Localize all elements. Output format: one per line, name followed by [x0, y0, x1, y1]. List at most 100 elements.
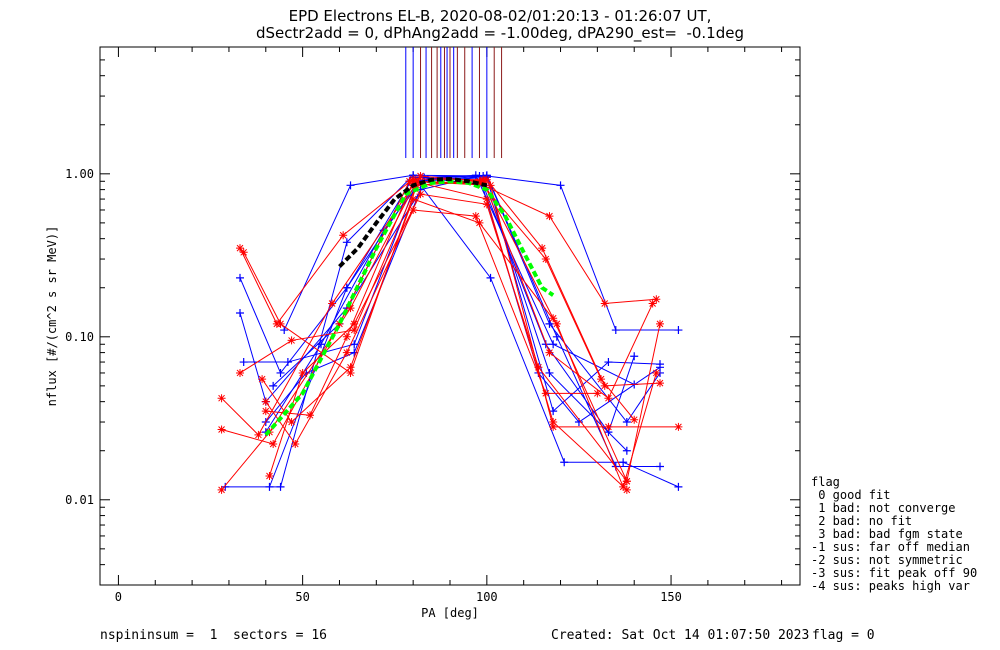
legend-item: 3 bad: bad fgm state — [811, 527, 963, 541]
data-point — [217, 485, 226, 494]
data-point — [328, 299, 337, 308]
data-point — [350, 340, 359, 349]
data-point — [350, 326, 359, 335]
x-tick-label: 50 — [295, 590, 309, 604]
data-point — [482, 200, 491, 209]
legend-item: -3 sus: fit peak off 90 — [811, 566, 978, 580]
x-tick-label: 100 — [476, 590, 498, 604]
data-point — [471, 212, 480, 221]
data-point — [409, 177, 418, 186]
data-point — [471, 171, 480, 180]
data-point — [239, 358, 248, 367]
data-point — [538, 244, 547, 253]
data-point — [342, 332, 351, 341]
data-point — [217, 425, 226, 434]
data-point — [269, 381, 278, 390]
data-point — [541, 255, 550, 264]
data-point — [335, 319, 344, 328]
data-point — [552, 319, 561, 328]
data-point — [486, 273, 495, 282]
y-axis-label: nflux [#/(cm^2 s sr MeV)] — [45, 226, 59, 407]
data-point — [630, 415, 639, 424]
data-point — [648, 299, 657, 308]
footer-left: nspininsum = 1 sectors = 16 — [100, 628, 327, 643]
data-point — [339, 231, 348, 240]
data-point — [656, 319, 664, 328]
series-line — [265, 176, 635, 434]
data-point — [604, 422, 613, 431]
data-point — [604, 358, 613, 367]
black-fit-line — [338, 176, 488, 268]
data-point — [622, 485, 631, 494]
series-line — [221, 180, 661, 483]
data-point — [217, 394, 226, 403]
data-point — [236, 308, 244, 317]
data-point — [298, 368, 307, 377]
data-point — [549, 418, 558, 427]
series-line — [225, 174, 679, 488]
series-line — [261, 198, 657, 489]
data-point — [416, 190, 425, 199]
data-point — [630, 352, 639, 361]
legend-title: flag — [811, 475, 840, 489]
data-point — [674, 482, 683, 491]
x-tick-label: 0 — [115, 590, 122, 604]
series-line — [265, 175, 661, 423]
data-point — [656, 363, 664, 372]
green-fit-line — [264, 179, 555, 437]
data-point — [600, 381, 609, 390]
series-line — [265, 209, 598, 445]
data-point — [346, 304, 355, 313]
data-point — [622, 477, 631, 486]
data-point — [236, 244, 244, 253]
data-point — [236, 368, 244, 377]
footer-flag: flag = 0 — [812, 628, 875, 643]
series-line — [268, 193, 628, 482]
data-point — [317, 340, 326, 349]
data-point — [560, 458, 569, 467]
data-point — [409, 195, 418, 204]
data-point — [479, 175, 488, 184]
data-point — [622, 446, 631, 455]
data-point — [350, 348, 359, 357]
data-point — [486, 181, 495, 190]
series-line — [283, 174, 679, 331]
data-point — [593, 389, 602, 398]
data-point — [545, 348, 554, 357]
data-point — [549, 340, 558, 349]
data-point — [276, 319, 285, 328]
data-point — [556, 181, 565, 190]
data-point — [265, 471, 274, 480]
data-point — [342, 348, 351, 357]
data-point — [258, 375, 267, 384]
data-point — [597, 375, 606, 384]
data-point — [276, 368, 285, 377]
legend-item: 1 bad: not converge — [811, 501, 956, 515]
data-point — [611, 326, 620, 335]
data-point — [342, 238, 351, 247]
data-point — [652, 295, 661, 304]
legend-item: -2 sus: not symmetric — [811, 553, 963, 567]
data-point — [416, 171, 425, 180]
legend-item: -1 sus: far off median — [811, 540, 970, 554]
data-point — [674, 422, 683, 431]
data-point — [306, 411, 314, 420]
x-axis-label: PA [deg] — [421, 606, 479, 620]
data-point — [475, 177, 484, 186]
data-point — [409, 205, 418, 214]
data-point — [287, 418, 296, 427]
data-point — [291, 439, 300, 448]
data-point — [287, 336, 296, 345]
data-point — [600, 299, 609, 308]
data-point — [239, 248, 248, 257]
data-point — [656, 379, 664, 388]
data-point — [549, 407, 558, 416]
legend-item: 0 good fit — [811, 488, 891, 502]
series-line — [243, 179, 654, 399]
data-point — [236, 273, 244, 282]
data-point — [619, 458, 628, 467]
legend-item: 2 bad: no fit — [811, 514, 913, 528]
data-point — [269, 439, 278, 448]
data-point — [545, 212, 554, 221]
